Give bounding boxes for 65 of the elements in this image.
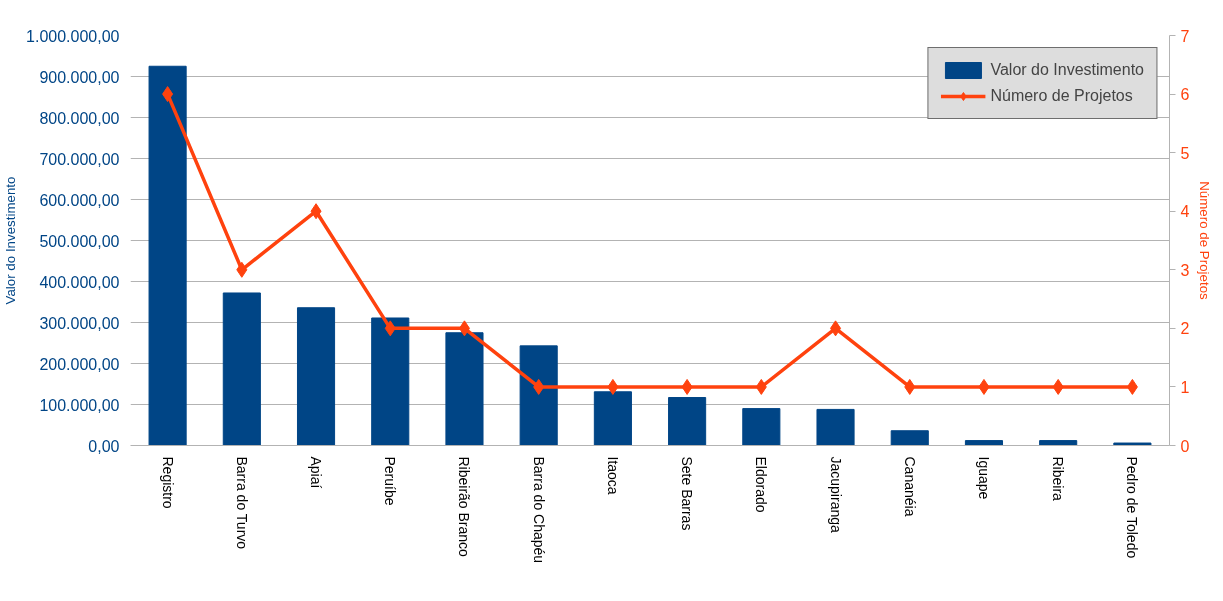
y2-axis-title: Número de Projetos — [1197, 181, 1213, 301]
x-tick-label: Ribeirão Branco — [456, 456, 473, 558]
bar — [593, 391, 632, 446]
bar — [445, 332, 484, 446]
legend-label: Número de Projetos — [990, 87, 1133, 105]
point — [607, 378, 619, 395]
y-tick-label: 1.000.000,00 — [26, 27, 120, 45]
y-tick-label: 600.000,00 — [39, 191, 120, 209]
y2-tick-label: 0 — [1180, 437, 1190, 455]
y2-tick-label: 1 — [1180, 378, 1190, 396]
bar — [964, 440, 1004, 446]
y-tick-label: 800.000,00 — [39, 109, 120, 127]
y-tick-label: 400.000,00 — [39, 273, 120, 291]
x-tick-label: Peruíbe — [382, 456, 399, 506]
bar — [816, 408, 855, 446]
point — [162, 86, 174, 103]
bar — [296, 307, 336, 446]
point — [904, 378, 916, 395]
bar — [222, 292, 261, 446]
point — [236, 261, 248, 278]
x-tick-label: Apiaí — [308, 456, 325, 489]
x-tick-label: Itaoca — [604, 456, 621, 495]
y-tick-label: 500.000,00 — [39, 232, 120, 250]
y-tick-label: 300.000,00 — [39, 314, 120, 332]
point — [1052, 378, 1064, 395]
x-tick-label: Cananéia — [901, 456, 918, 517]
point — [681, 378, 693, 395]
y2-tick-label: 3 — [1180, 261, 1190, 279]
y-tick-label: 100.000,00 — [39, 396, 120, 414]
point — [830, 320, 842, 337]
bar — [890, 430, 929, 446]
bar — [519, 345, 558, 446]
x-tick-label: Registro — [159, 456, 176, 509]
bar — [668, 397, 707, 446]
x-tick-label: Barra do Chapéu — [530, 456, 547, 564]
point — [384, 320, 396, 337]
y2-tick-label: 2 — [1180, 320, 1190, 338]
y-tick-label: 0,00 — [88, 437, 120, 455]
x-tick-label: Pedro de Toledo — [1124, 456, 1141, 559]
y-tick-label: 200.000,00 — [39, 355, 120, 373]
point — [310, 203, 322, 220]
point — [533, 378, 545, 395]
bar — [742, 408, 781, 446]
point — [458, 320, 470, 337]
x-tick-label: Jacupiranga — [827, 456, 844, 533]
bar — [1113, 442, 1152, 446]
y-axis-title: Valor do Investimento — [3, 176, 19, 305]
y-tick-label: 700.000,00 — [39, 150, 120, 168]
point — [978, 378, 990, 395]
x-tick-label: Eldorado — [753, 456, 770, 513]
legend-label: Valor do Investimento — [990, 61, 1144, 79]
point — [1126, 378, 1138, 395]
y-tick-label: 900.000,00 — [39, 68, 120, 86]
point — [755, 378, 767, 395]
y2-tick-label: 7 — [1180, 27, 1190, 45]
x-tick-label: Sete Barras — [679, 456, 696, 531]
bar — [148, 65, 187, 446]
y2-tick-label: 4 — [1180, 203, 1190, 221]
x-tick-label: Iguape — [975, 456, 992, 500]
x-tick-label: Barra do Turvo — [233, 456, 250, 550]
bar — [371, 317, 410, 446]
x-tick-label: Ribeira — [1050, 456, 1067, 502]
y2-tick-label: 5 — [1180, 144, 1190, 162]
y2-tick-label: 6 — [1180, 86, 1190, 104]
bar — [1039, 440, 1078, 446]
